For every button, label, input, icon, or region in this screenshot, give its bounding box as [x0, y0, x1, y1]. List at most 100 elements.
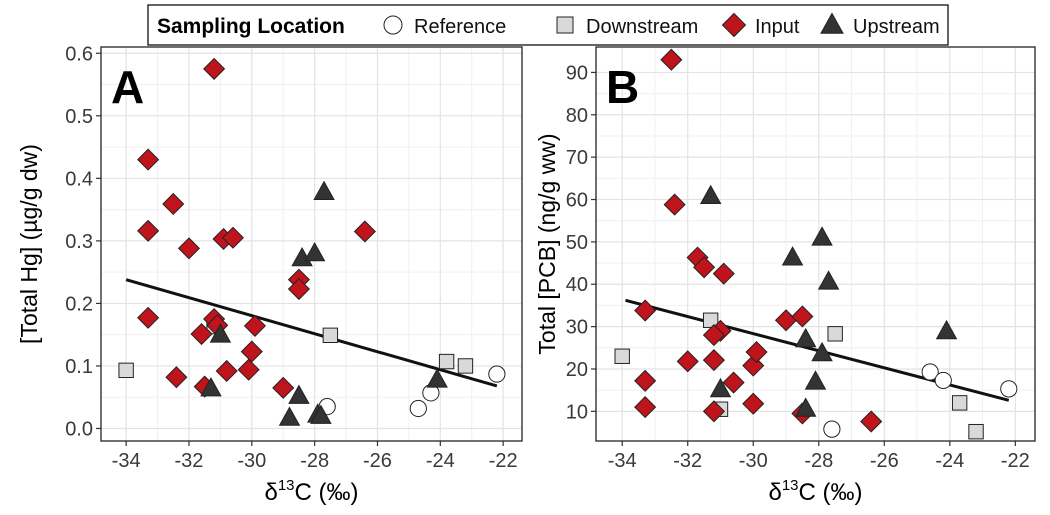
x-tick-label: -26 [870, 450, 899, 472]
point-upstream [935, 319, 958, 340]
point-input [272, 376, 295, 399]
point-upstream [709, 377, 732, 398]
plot-frame [595, 46, 1036, 442]
legend-reference-marker [383, 15, 403, 35]
x-axis-title-superscript: 13 [782, 477, 799, 494]
point-input [712, 262, 735, 285]
point-input [663, 193, 686, 216]
point-upstream [209, 323, 232, 343]
point-input [860, 410, 883, 433]
point-reference [823, 420, 841, 438]
x-tick-label: -32 [175, 450, 204, 472]
x-axis-title-base: δ [264, 479, 277, 506]
point-input [634, 396, 657, 419]
legend-upstream-marker [820, 12, 844, 34]
point-input [634, 369, 657, 392]
point-upstream [288, 384, 310, 404]
legend-box [147, 4, 949, 46]
point-input [722, 371, 745, 394]
plot-frame [100, 46, 523, 442]
point-input [162, 192, 185, 216]
x-axis-title-base: δ [768, 479, 781, 506]
point-downstream [118, 362, 134, 379]
point-upstream [794, 397, 817, 417]
y-tick-label: 0.6 [65, 43, 93, 65]
x-axis-title-rest: C (‰) [799, 479, 863, 506]
y-tick-label: 0.1 [65, 356, 93, 378]
point-upstream [313, 180, 335, 201]
x-tick-label: -30 [739, 450, 768, 472]
x-tick-label: -34 [112, 450, 141, 472]
x-tick-label: -32 [673, 450, 702, 472]
x-axis-title-rest: C (‰) [295, 479, 359, 506]
y-tick-label: 0.5 [65, 106, 93, 128]
y-axis-title: [Total Hg] (µg/g dw) [16, 144, 42, 344]
point-input [791, 305, 814, 328]
point-reference [409, 399, 427, 418]
point-input [165, 366, 188, 389]
y-tick-label: 40 [566, 274, 588, 296]
point-reference [1000, 380, 1018, 398]
point-input [742, 354, 765, 377]
x-tick-label: -30 [237, 450, 266, 472]
point-upstream [781, 246, 804, 266]
point-upstream [817, 270, 840, 290]
y-tick-label: 70 [566, 147, 588, 169]
y-tick-label: 60 [566, 190, 588, 212]
point-input [177, 237, 201, 260]
point-upstream [811, 226, 833, 246]
point-upstream [303, 241, 326, 262]
panel-a: -34 -32 -30 -28 -26 -24 -22 0.0 0.1 0.2 0.3 0.4 0.5 0… [16, 43, 523, 506]
point-input [237, 358, 260, 381]
point-downstream [322, 327, 339, 344]
x-axis-title: δ13C (‰) [768, 477, 862, 506]
point-input [353, 220, 376, 243]
y-tick-label: 90 [566, 62, 588, 84]
point-downstream [968, 423, 984, 440]
point-input [243, 314, 267, 337]
point-input [742, 392, 765, 415]
point-upstream [804, 370, 827, 390]
y-tick-label: 0.2 [65, 293, 93, 315]
point-input [137, 306, 160, 329]
point-downstream [614, 348, 630, 364]
point-upstream [699, 184, 722, 205]
y-tick-label: 0.4 [65, 168, 93, 190]
point-reference [488, 365, 506, 383]
y-tick-label: 10 [566, 401, 588, 423]
x-tick-label: -24 [935, 450, 964, 472]
y-tick-label: 20 [566, 359, 588, 381]
point-upstream [811, 341, 833, 362]
point-input [702, 324, 725, 347]
panel-label: B [606, 61, 639, 113]
legend-input-marker [721, 12, 747, 38]
legend-title: Sampling Location [157, 15, 345, 38]
point-input [215, 359, 238, 383]
point-input [203, 57, 226, 80]
y-tick-label: 0.3 [65, 231, 93, 253]
point-input [287, 277, 310, 301]
plot-background [101, 47, 522, 441]
point-input [702, 349, 725, 372]
point-input [745, 340, 768, 364]
x-tick-label: -24 [426, 450, 455, 472]
x-tick-label: -26 [363, 450, 392, 472]
legend-upstream-label: Upstream [853, 16, 940, 38]
legend-input-label: Input [755, 16, 800, 38]
y-tick-label: 0.0 [65, 418, 93, 440]
point-input [634, 299, 657, 322]
point-input [221, 226, 245, 249]
y-tick-label: 30 [566, 317, 588, 339]
point-input [137, 148, 160, 171]
point-input [693, 256, 716, 279]
point-upstream [200, 377, 222, 397]
point-downstream [951, 395, 968, 411]
x-tick-label: -34 [608, 450, 637, 472]
regression-line [125, 278, 498, 388]
point-downstream [457, 358, 474, 374]
point-upstream [426, 368, 448, 388]
point-upstream [310, 404, 332, 424]
point-upstream [794, 327, 817, 348]
y-axis-title: Total [PCB] (ng/g ww) [534, 133, 560, 354]
x-tick-label: -28 [804, 450, 833, 472]
